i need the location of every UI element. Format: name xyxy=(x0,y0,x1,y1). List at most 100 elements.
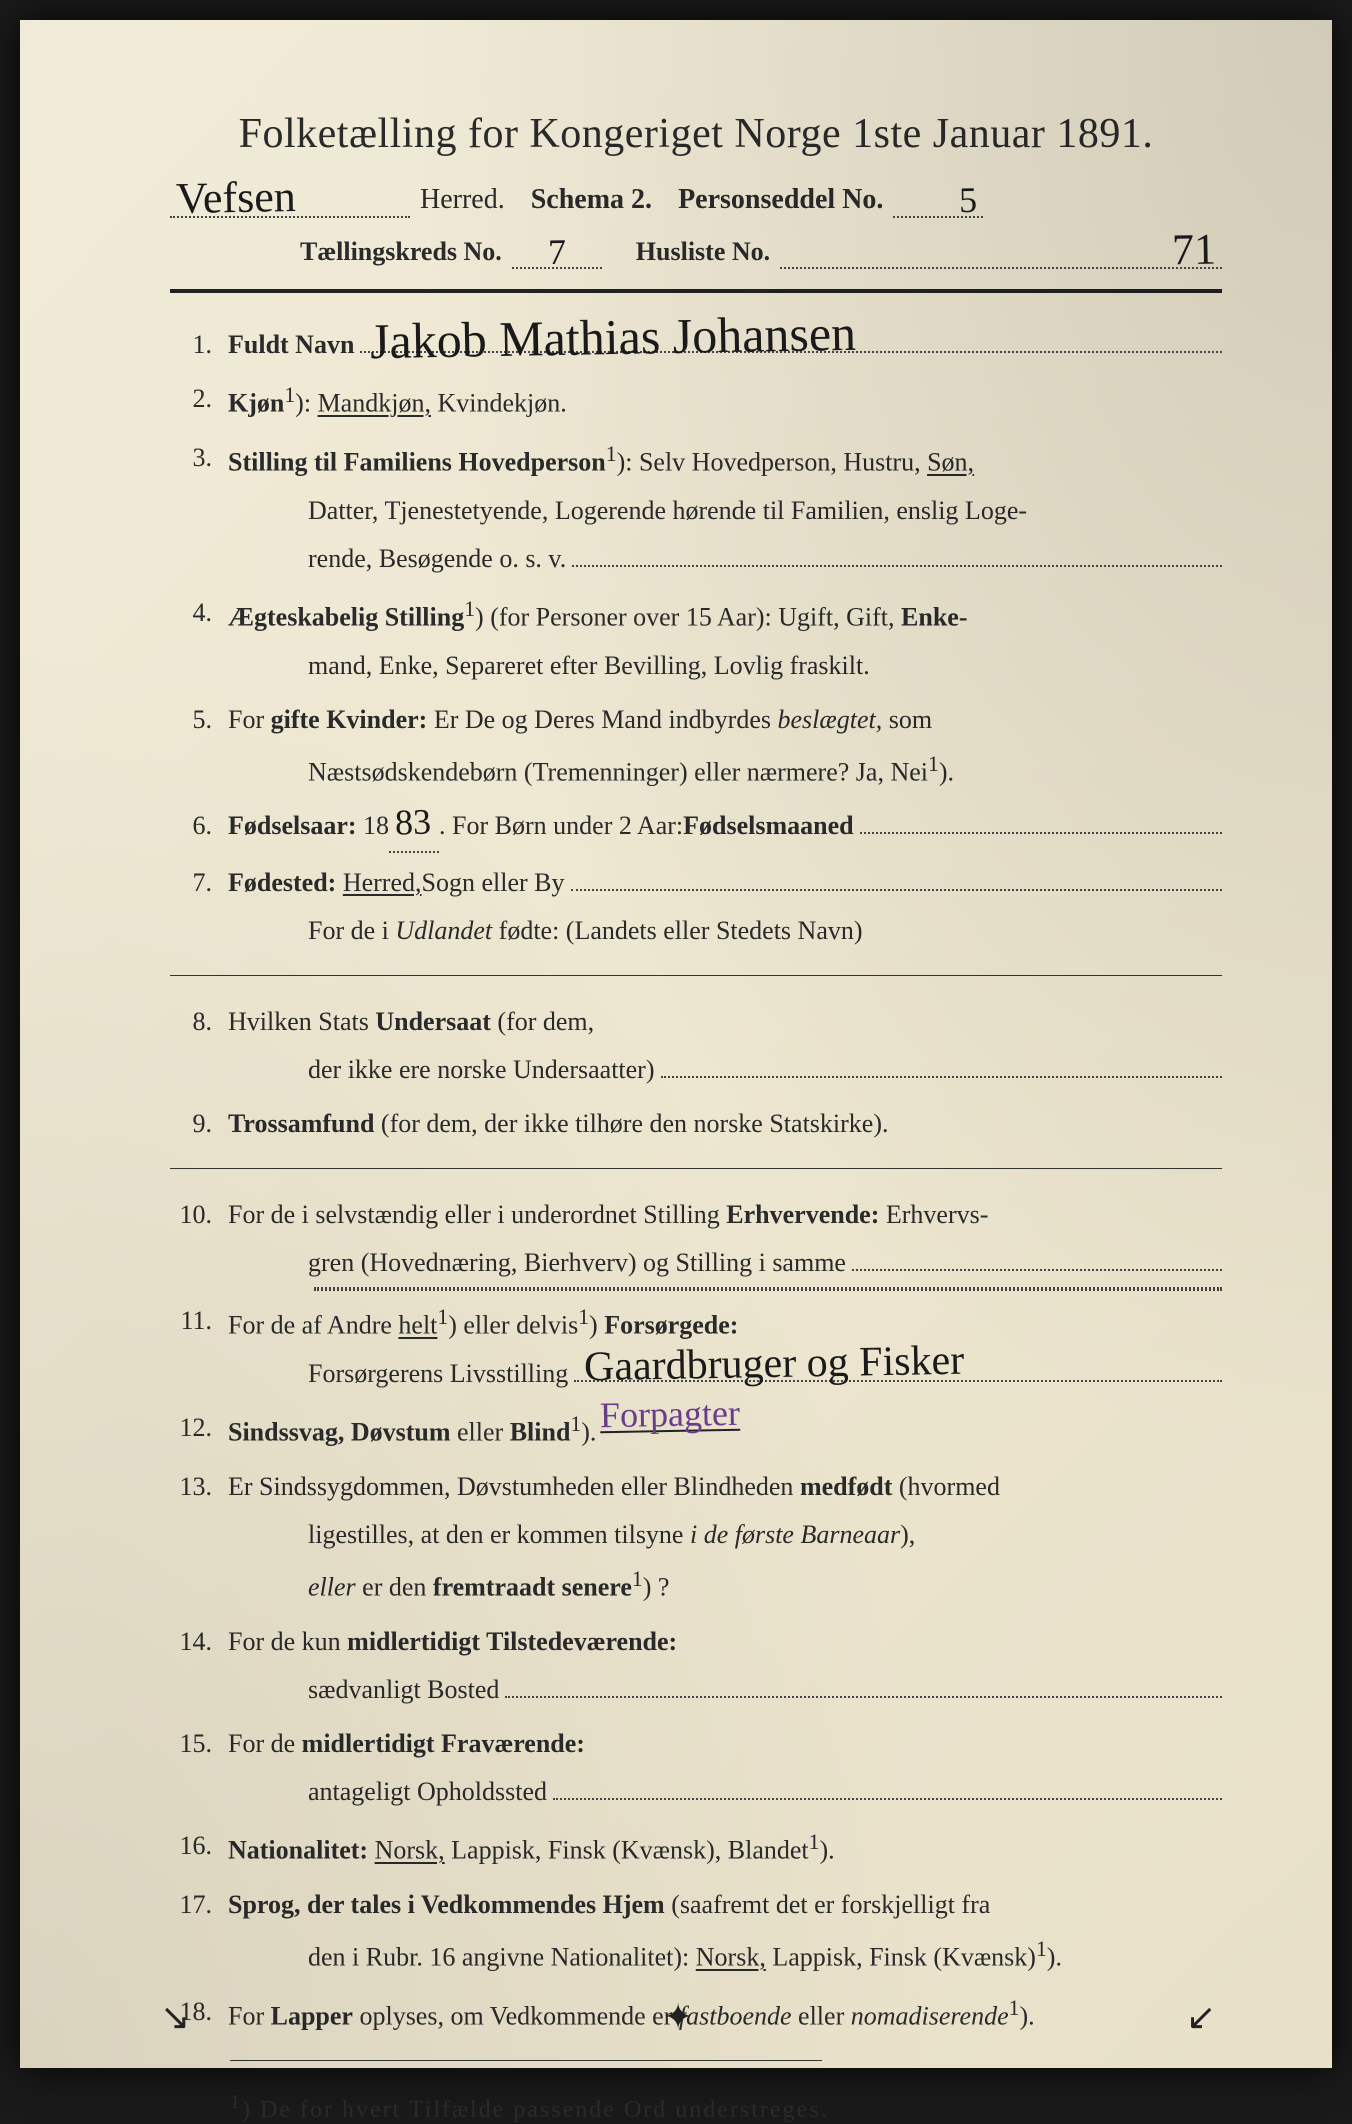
q2-row: 2. Kjøn1): Mandkjøn, Kvindekjøn. xyxy=(170,375,1222,428)
q14-l1a: For de kun xyxy=(228,1627,347,1656)
q6-row: 6. Fødselsaar: 18 83 . For Børn under 2 … xyxy=(170,802,1222,852)
footnote-text: ) De for hvert Tilfælde passende Ord und… xyxy=(242,2097,829,2123)
q6-year: 83 xyxy=(395,808,432,838)
q7-num: 7. xyxy=(170,859,228,907)
taellingskreds-no: 7 xyxy=(548,238,566,267)
q13-l3c: ) ? xyxy=(643,1573,670,1602)
q8-bold: Undersaat xyxy=(375,1007,491,1036)
q8-num: 8. xyxy=(170,998,228,1046)
q5-tail2: som xyxy=(882,705,932,734)
q8-l1b: (for dem, xyxy=(491,1007,594,1036)
q3-num: 3. xyxy=(170,434,228,482)
q7-label: Fødested: xyxy=(228,859,336,907)
schema-label: Schema 2. xyxy=(531,184,652,216)
q13-sup: 1 xyxy=(632,1567,643,1591)
q18-bold: Lapper xyxy=(271,2001,353,2030)
header-row-1: Vefsen Herred. Schema 2. Personseddel No… xyxy=(170,176,1222,218)
q11-hand: Gaardbruger og Fisker xyxy=(584,1345,965,1385)
census-form-page: Folketælling for Kongeriget Norge 1ste J… xyxy=(20,20,1332,2068)
q4-label: Ægteskabelig Stilling xyxy=(228,602,464,631)
q8-l1a: Hvilken Stats xyxy=(228,1007,375,1036)
q2-label: Kjøn xyxy=(228,389,284,418)
q3-son: Søn, xyxy=(927,448,974,477)
q2-opt1: Mandkjøn, xyxy=(318,389,431,418)
q6-num: 6. xyxy=(170,802,228,850)
q5-sup: 1 xyxy=(928,752,939,776)
q18-row: 18. For Lapper oplyses, om Vedkommende e… xyxy=(170,1988,1222,2041)
q10-l1b: Erhvervs- xyxy=(879,1200,988,1229)
q7-ital: Udlandet xyxy=(395,916,492,945)
q3-tail: ): Selv Hovedperson, Hustru, xyxy=(617,448,928,477)
q3-sup: 1 xyxy=(606,442,617,466)
q11-bold: Forsørgede: xyxy=(604,1311,738,1340)
q13-b1: medfødt xyxy=(800,1472,892,1501)
herred-label: Herred. xyxy=(420,184,505,216)
q13-l1b: (hvormed xyxy=(892,1472,1000,1501)
q15-line2: antageligt Opholdssted xyxy=(308,1768,547,1816)
taellingskreds-label: Tællingskreds No. xyxy=(300,237,502,267)
q13-l2a: ligestilles, at den er kommen tilsyne xyxy=(308,1520,690,1549)
herred-handwritten: Vefsen xyxy=(176,179,296,216)
q2-opt2: Kvindekjøn. xyxy=(437,389,566,418)
q6-bold2: Fødselsmaaned xyxy=(683,802,853,850)
q6-tail: . For Børn under 2 Aar: xyxy=(439,802,683,850)
q16-opt1: Norsk, xyxy=(375,1836,445,1865)
q18-end: ). xyxy=(1019,2001,1034,2030)
q18-sup: 1 xyxy=(1009,1996,1020,2020)
q2-sup: 1 xyxy=(284,383,295,407)
divider-thick xyxy=(170,289,1222,293)
q17-end: ). xyxy=(1047,1943,1062,1972)
q12-bold: Sindssvag, Døvstum xyxy=(228,1418,451,1447)
q5-line2a: Næstsødskendebørn (Tremenninger) eller n… xyxy=(308,757,928,786)
q7-tail: Sogn eller By xyxy=(422,859,565,907)
q11-row: 11. For de af Andre helt1) eller delvis1… xyxy=(170,1297,1222,1398)
q11-num: 11. xyxy=(170,1297,228,1345)
q18-l1b: oplyses, om Vedkommende er xyxy=(353,2001,679,2030)
q6-prefix: 18 xyxy=(363,802,389,850)
q10-l1a: For de i selvstændig eller i underordnet… xyxy=(228,1200,726,1229)
q13-row: 13. Er Sindssygdommen, Døvstumheden elle… xyxy=(170,1463,1222,1612)
q17-sup: 1 xyxy=(1036,1937,1047,1961)
q13-i1: i de første Barneaar xyxy=(690,1520,900,1549)
q12-bold2: Blind xyxy=(510,1418,571,1447)
q10-line2: gren (Hovednæring, Bierhverv) og Stillin… xyxy=(308,1239,846,1287)
q13-num: 13. xyxy=(170,1463,228,1511)
q14-row: 14. For de kun midlertidigt Tilstedevære… xyxy=(170,1618,1222,1714)
q9-bold: Trossamfund xyxy=(228,1109,374,1138)
corner-mark-bl: ↘ xyxy=(160,1996,186,2022)
husliste-no: 71 xyxy=(1172,232,1217,268)
q11-hand2: Forpagter xyxy=(600,1399,741,1433)
q5-line2b: ). xyxy=(939,757,954,786)
q9-row: 9. Trossamfund (for dem, der ikke tilhør… xyxy=(170,1100,1222,1148)
q4-tail: ) (for Personer over 15 Aar): Ugift, Gif… xyxy=(475,602,901,631)
q16-tail: Lappisk, Finsk (Kvænsk), Blandet xyxy=(445,1836,809,1865)
q17-l2b: Lappisk, Finsk (Kvænsk) xyxy=(766,1943,1036,1972)
q17-bold: Sprog, der tales i Vedkommendes Hjem xyxy=(228,1890,665,1919)
q2-num: 2. xyxy=(170,375,228,423)
q3-row: 3. Stilling til Familiens Hovedperson1):… xyxy=(170,434,1222,583)
q16-num: 16. xyxy=(170,1822,228,1870)
q13-b2: fremtraadt senere xyxy=(433,1573,632,1602)
q5-bold1: gifte Kvinder: xyxy=(271,705,428,734)
q11-sup1: 1 xyxy=(437,1305,448,1329)
q13-l3b: er den xyxy=(356,1573,433,1602)
q5-num: 5. xyxy=(170,696,228,744)
q3-label: Stilling til Familiens Hovedperson xyxy=(228,448,606,477)
q14-line2: sædvanligt Bosted xyxy=(308,1666,499,1714)
q1-value: Jakob Mathias Johansen xyxy=(370,313,857,361)
q13-l1a: Er Sindssygdommen, Døvstumheden eller Bl… xyxy=(228,1472,800,1501)
q17-row: 17. Sprog, der tales i Vedkommendes Hjem… xyxy=(170,1881,1222,1982)
q18-mid: eller xyxy=(792,2001,851,2030)
q8-row: 8. Hvilken Stats Undersaat (for dem, der… xyxy=(170,998,1222,1094)
q11-u1: helt xyxy=(398,1311,437,1340)
q5-lead: For xyxy=(228,705,271,734)
q16-row: 16. Nationalitet: Norsk, Lappisk, Finsk … xyxy=(170,1822,1222,1875)
q18-i1: fastboende xyxy=(679,2001,792,2030)
corner-mark-br: ↙ xyxy=(1186,1996,1212,2022)
footnote: 1) De for hvert Tilfælde passende Ord un… xyxy=(170,2091,1222,2124)
q16-sup: 1 xyxy=(809,1830,820,1854)
husliste-label: Husliste No. xyxy=(636,237,770,267)
q14-bold: midlertidigt Tilstedeværende: xyxy=(347,1627,677,1656)
q7-line2: For de i xyxy=(308,916,395,945)
q4-sup: 1 xyxy=(464,597,475,621)
